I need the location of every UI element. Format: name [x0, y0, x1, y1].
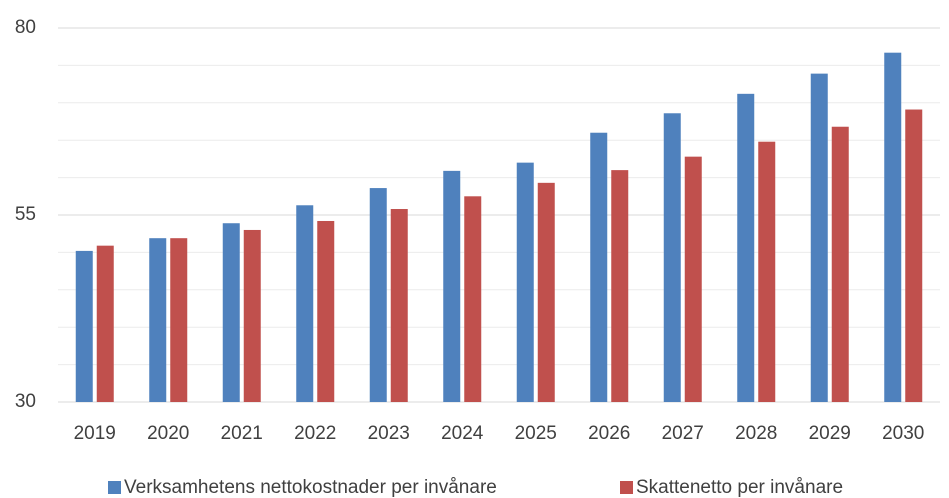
bar — [611, 170, 629, 402]
bar — [222, 223, 240, 402]
bar — [317, 220, 335, 402]
x-tick-label: 2029 — [809, 423, 851, 444]
y-tick-label: 30 — [15, 391, 36, 412]
y-tick-label: 55 — [15, 204, 36, 225]
bar — [96, 245, 114, 402]
bar — [516, 162, 534, 402]
x-tick-label: 2027 — [662, 423, 704, 444]
bar — [758, 141, 776, 403]
bar — [243, 229, 261, 402]
bar — [684, 156, 702, 402]
bar — [443, 170, 461, 402]
x-tick-label: 2030 — [882, 423, 924, 444]
bar — [390, 209, 408, 402]
x-tick-label: 2026 — [588, 423, 630, 444]
bar — [810, 73, 828, 403]
bar — [537, 182, 555, 402]
bar — [737, 93, 755, 402]
x-tick-label: 2022 — [294, 423, 336, 444]
bar — [369, 188, 387, 402]
bar — [831, 126, 849, 403]
legend-label: Skattenetto per invånare — [636, 477, 843, 498]
bar — [663, 113, 681, 402]
legend-label: Verksamhetens nettokostnader per invånar… — [124, 477, 497, 498]
x-tick-label: 2024 — [441, 423, 484, 444]
x-tick-label: 2028 — [735, 423, 777, 444]
x-tick-label: 2021 — [221, 423, 263, 444]
bar — [170, 238, 188, 402]
y-tick-label: 80 — [15, 17, 36, 38]
bar — [149, 238, 167, 402]
x-tick-label: 2019 — [74, 423, 116, 444]
bar — [905, 109, 923, 403]
bar — [590, 132, 608, 402]
bar — [296, 205, 314, 402]
legend-swatch — [620, 481, 633, 494]
bar — [884, 52, 902, 403]
x-tick-label: 2025 — [515, 423, 557, 444]
legend-swatch — [108, 481, 121, 494]
bar — [75, 250, 93, 402]
x-tick-label: 2020 — [147, 423, 189, 444]
bar — [464, 196, 482, 402]
x-tick-label: 2023 — [368, 423, 410, 444]
